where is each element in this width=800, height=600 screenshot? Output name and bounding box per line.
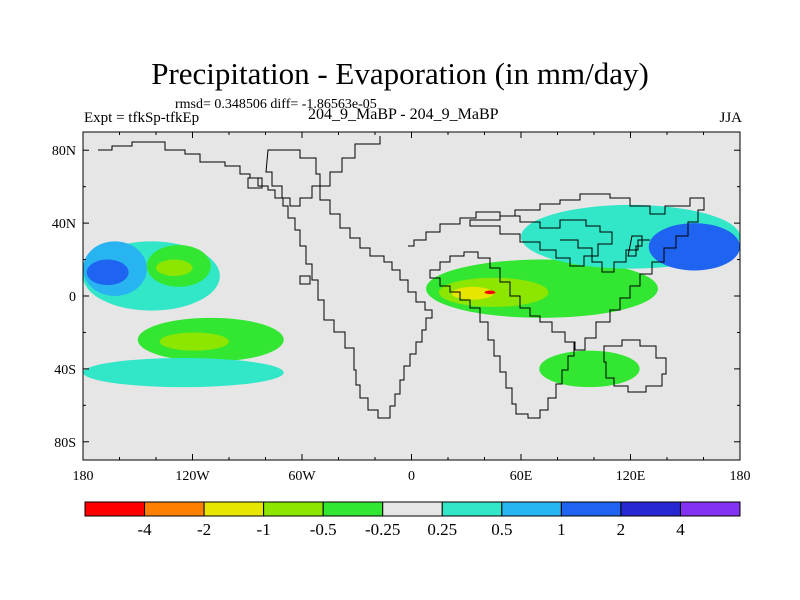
colorbar-box	[382, 501, 443, 517]
y-tick-label: 0	[69, 290, 76, 305]
coastline-japan	[627, 235, 643, 257]
colorbar-label: 0.25	[427, 520, 457, 539]
colorbar-label: 0.5	[491, 520, 512, 539]
y-tick-label: 40N	[52, 217, 76, 232]
colorbar-box	[620, 501, 681, 517]
colorbar: -4 -2 -1 -0.5 -0.25 0.25 0.5 1 2 4	[84, 501, 741, 539]
y-tick-label: 80N	[52, 144, 76, 159]
colorbar-box	[679, 501, 741, 517]
coastline-layer	[98, 136, 705, 419]
colorbar-box	[322, 501, 384, 517]
y-tick-label: 80S	[54, 436, 76, 451]
colorbar-box	[84, 501, 146, 517]
experiment-label: Expt = tfkSp-tfkEp	[84, 110, 200, 126]
colorbar-label: -0.25	[365, 520, 400, 539]
x-tick-label: 60E	[510, 469, 533, 484]
colorbar-box	[560, 501, 622, 517]
anomaly-region-14	[539, 350, 640, 388]
colorbar-box	[501, 501, 562, 517]
colorbar-label: -0.5	[310, 520, 337, 539]
stats-line: rmsd= 0.348506 diff= -1.86563e-05	[175, 97, 377, 112]
coastline-india-sea	[469, 215, 613, 267]
x-axis: 180 120W 60W 0 60E 120E 180	[73, 132, 751, 484]
anomaly-region-11	[484, 290, 496, 295]
x-tick-label: 180	[73, 469, 94, 484]
chart-title: Precipitation - Evaporation (in mm/day)	[151, 56, 649, 91]
x-tick-label: 0	[408, 469, 415, 484]
coastline-greenland	[265, 149, 321, 207]
colorbar-box	[441, 501, 503, 517]
coastline-arctic-island	[247, 177, 263, 189]
anomaly-region-7	[83, 357, 284, 388]
x-tick-label: 120W	[175, 469, 210, 484]
colorbar-label: 2	[617, 520, 626, 539]
x-tick-label: 180	[730, 469, 751, 484]
colorbar-label: 1	[557, 520, 566, 539]
colorbar-label: -2	[197, 520, 211, 539]
anomaly-region-13	[648, 223, 740, 271]
coastline-eurasia-africa	[408, 193, 705, 419]
season-label: JJA	[719, 110, 742, 126]
colorbar-label: 4	[676, 520, 685, 539]
colorbar-label: -1	[257, 520, 271, 539]
colorbar-box	[203, 501, 265, 517]
y-axis: 80N 40N 0 40S 80S	[52, 144, 740, 451]
coastline-australia	[603, 339, 667, 393]
colorbar-box	[263, 501, 324, 517]
coastline-caribbean-island	[299, 275, 311, 285]
anomaly-region-2	[86, 259, 129, 286]
anomaly-region-10	[451, 286, 494, 300]
x-tick-label: 60W	[288, 469, 316, 484]
anomaly-region-4	[156, 259, 193, 276]
anomaly-region-6	[159, 332, 229, 351]
y-tick-label: 40S	[54, 363, 76, 378]
colorbar-box	[144, 501, 205, 517]
chart-subtitle: 204_9_MaBP - 204_9_MaBP	[308, 106, 499, 123]
colorbar-label: -4	[137, 520, 152, 539]
x-tick-label: 120E	[616, 469, 646, 484]
